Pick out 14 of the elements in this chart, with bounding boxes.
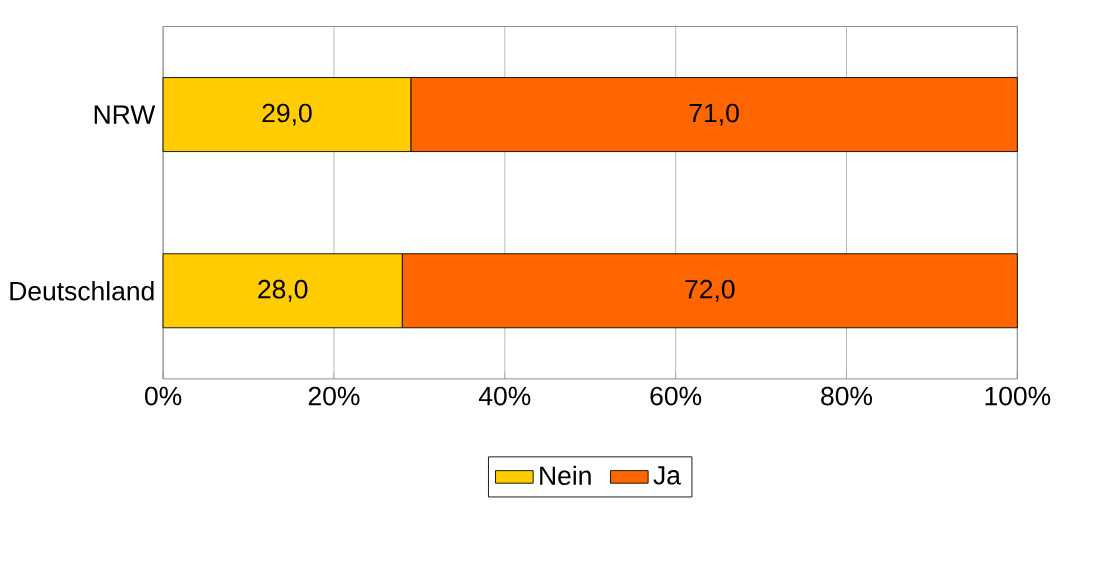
y-tick-label: NRW <box>94 105 156 124</box>
x-tick-label: 60% <box>650 386 702 406</box>
legend-label: Nein <box>540 465 591 486</box>
data-label: 71,0 <box>689 103 739 126</box>
data-label: 28,0 <box>258 279 308 302</box>
y-tick-label: Deutschland <box>10 281 154 301</box>
x-tick-label: 100% <box>985 386 1051 406</box>
data-label: 29,0 <box>262 103 312 126</box>
x-tick-label: 80% <box>821 386 873 406</box>
x-tick-label: 0% <box>145 386 182 406</box>
data-label: 72,0 <box>685 279 735 302</box>
x-tick-label: 40% <box>478 386 531 406</box>
x-tick-label: 20% <box>308 386 360 406</box>
legend-label: Ja <box>653 466 681 485</box>
